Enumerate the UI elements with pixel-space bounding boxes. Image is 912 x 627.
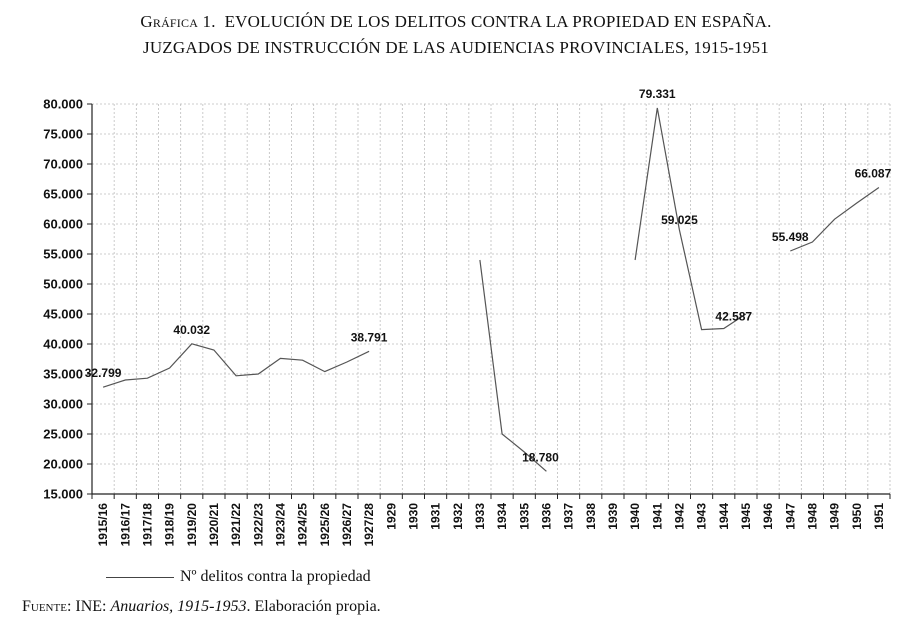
y-tick-label: 80.000 xyxy=(43,97,83,112)
x-tick-label: 1946 xyxy=(761,503,775,530)
chart-title-prefix: Gráfica 1. xyxy=(140,12,216,31)
chart-grid xyxy=(92,103,891,494)
x-tick-label: 1927/28 xyxy=(362,503,376,547)
data-label: 66.087 xyxy=(855,166,892,180)
data-label: 32.799 xyxy=(85,366,122,380)
x-tick-label: 1947 xyxy=(783,503,797,530)
series-line-segment xyxy=(479,259,547,472)
data-label: 38.791 xyxy=(351,330,388,344)
x-tick-label: 1930 xyxy=(406,503,420,530)
source-pre: INE: xyxy=(75,598,107,615)
y-tick-label: 45.000 xyxy=(43,307,83,322)
legend-swatch xyxy=(106,576,174,578)
x-tick-label: 1934 xyxy=(495,503,509,530)
x-tick-label: 1950 xyxy=(850,503,864,530)
y-tick-label: 50.000 xyxy=(43,277,83,292)
x-tick-label: 1941 xyxy=(650,503,664,530)
y-tick-label: 20.000 xyxy=(43,457,83,472)
y-tick-label: 35.000 xyxy=(43,367,83,382)
x-tick-label: 1935 xyxy=(517,503,531,530)
series-line-segment xyxy=(634,107,747,331)
x-tick-label: 1938 xyxy=(584,503,598,530)
y-tick-label: 70.000 xyxy=(43,157,83,172)
x-tick-label: 1939 xyxy=(606,503,620,530)
x-tick-label: 1923/24 xyxy=(273,503,287,547)
x-tick-label: 1918/19 xyxy=(163,503,177,547)
y-tick-label: 40.000 xyxy=(43,337,83,352)
x-tick-label: 1944 xyxy=(717,503,731,530)
x-tick-label: 1937 xyxy=(562,503,576,530)
source-italic: Anuarios, 1915-1953 xyxy=(110,598,247,615)
source-note: Fuente: INE: Anuarios, 1915-1953. Elabor… xyxy=(22,598,381,616)
chart-title-line-1: Gráfica 1. EVOLUCIÓN DE LOS DELITOS CONT… xyxy=(0,12,912,32)
series-line-segment xyxy=(790,187,880,252)
series-line-segment xyxy=(102,343,370,388)
source-label: Fuente: xyxy=(22,598,72,615)
x-tick-label: 1949 xyxy=(828,503,842,530)
x-tick-label: 1951 xyxy=(872,503,886,530)
x-tick-label: 1926/27 xyxy=(340,503,354,547)
y-tick-label: 55.000 xyxy=(43,247,83,262)
x-axis-ticks: 1915/16 1916/17 1917/18 1918/19 1919/20 1920/… xyxy=(91,494,891,547)
x-tick-label: 1925/26 xyxy=(318,503,332,547)
data-label: 40.032 xyxy=(173,323,210,337)
x-tick-label: 1932 xyxy=(451,503,465,530)
series-lines xyxy=(102,107,880,472)
x-tick-label: 1924/25 xyxy=(296,503,310,547)
x-tick-label: 1922/23 xyxy=(251,503,265,547)
chart-axes xyxy=(91,104,890,495)
x-tick-label: 1919/20 xyxy=(185,503,199,547)
data-label: 18.780 xyxy=(522,450,559,464)
x-tick-label: 1948 xyxy=(805,503,819,530)
y-tick-label: 25.000 xyxy=(43,427,83,442)
legend-label: Nº delitos contra la propiedad xyxy=(180,568,371,585)
x-tick-label: 1921/22 xyxy=(229,503,243,547)
y-tick-label: 60.000 xyxy=(43,217,83,232)
legend: Nº delitos contra la propiedad xyxy=(106,568,371,586)
x-tick-label: 1942 xyxy=(672,503,686,530)
chart-title-line-2: JUZGADOS DE INSTRUCCIÓN DE LAS AUDIENCIA… xyxy=(143,38,769,57)
x-tick-label: 1943 xyxy=(695,503,709,530)
x-tick-label: 1940 xyxy=(628,503,642,530)
x-tick-label: 1917/18 xyxy=(140,503,154,547)
y-tick-label: 15.000 xyxy=(43,487,83,502)
source-post: . Elaboración propia. xyxy=(246,598,381,615)
x-tick-label: 1933 xyxy=(473,503,487,530)
chart-title-text: EVOLUCIÓN DE LOS DELITOS CONTRA LA PROPI… xyxy=(224,12,772,31)
x-tick-label: 1916/17 xyxy=(118,503,132,547)
x-tick-label: 1931 xyxy=(429,503,443,530)
x-tick-label: 1915/16 xyxy=(96,503,110,547)
data-label: 55.498 xyxy=(772,230,809,244)
data-labels: 32.799 40.032 38.791 18.780 79.331 59.025 42.5… xyxy=(85,87,892,464)
data-label: 42.587 xyxy=(715,309,752,323)
y-tick-label: 65.000 xyxy=(43,187,83,202)
x-tick-label: 1929 xyxy=(384,503,398,530)
data-label: 79.331 xyxy=(639,87,676,101)
y-tick-label: 30.000 xyxy=(43,397,83,412)
y-tick-label: 75.000 xyxy=(43,127,83,142)
x-tick-label: 1920/21 xyxy=(207,503,221,547)
x-tick-label: 1936 xyxy=(539,503,553,530)
x-tick-label: 1945 xyxy=(739,503,753,530)
data-label: 59.025 xyxy=(661,213,698,227)
y-axis-ticks: 15.000 20.000 25.000 30.000 35.000 40.000 45.0… xyxy=(43,97,92,502)
